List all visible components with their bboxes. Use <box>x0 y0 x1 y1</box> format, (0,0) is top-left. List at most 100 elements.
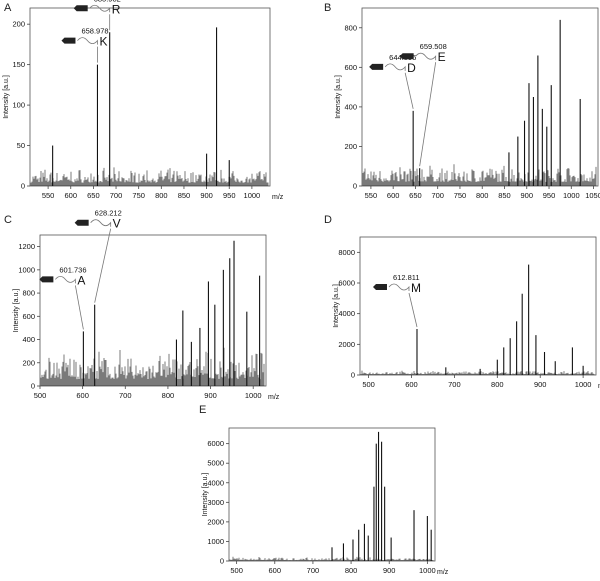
x-tick-label: 1050 <box>585 191 600 200</box>
annotation-residue: K <box>99 35 107 49</box>
peak-annotation: 685.982R <box>73 0 121 31</box>
panel-a: A 550 600 650 700 750 800 850 900 950 1000 m/z 0 50 1… <box>0 0 284 210</box>
x-axis-label: m/z <box>272 194 284 201</box>
y-tick-label: 2000 <box>207 517 224 526</box>
y-tick-label: 8000 <box>338 248 355 257</box>
y-axis-label: Intensity [a.u.] <box>13 289 20 333</box>
y-axis-label: Intensity [a.u.] <box>335 75 342 119</box>
peptide-chain-icon <box>55 276 76 284</box>
noise-baseline <box>40 347 265 386</box>
x-tick-label: 700 <box>431 191 444 200</box>
annotation-mz: 658.978 <box>81 27 108 36</box>
y-tick-label: 800 <box>22 289 35 298</box>
peptide-block-icon <box>372 284 387 290</box>
peptide-block-icon <box>61 37 76 44</box>
x-tick-label: 1000 <box>575 380 592 389</box>
x-tick-label: 800 <box>476 191 489 200</box>
y-axis-label: Intensity [a.u.] <box>202 473 209 517</box>
y-tick-label: 0 <box>21 182 25 191</box>
peptide-chain-icon <box>77 37 98 45</box>
x-tick-label: 700 <box>307 566 320 575</box>
annotation-mz: 685.982 <box>94 0 121 3</box>
y-tick-label: 200 <box>344 142 357 151</box>
y-tick-label: 1000 <box>18 265 35 274</box>
y-tick-label: 50 <box>17 141 25 150</box>
x-tick-label: 850 <box>178 191 191 200</box>
x-tick-label: 550 <box>42 191 55 200</box>
y-tick-label: 800 <box>344 23 357 32</box>
y-tick-label: 1000 <box>207 537 224 546</box>
y-tick-label: 0 <box>31 382 35 391</box>
y-tick-label: 6000 <box>338 279 355 288</box>
y-tick-label: 5000 <box>207 459 224 468</box>
annotation-residue: M <box>411 281 421 295</box>
panel-e: E 500 600 700 800 900 1000 m/z 0 1000 2000 3000 400… <box>195 400 455 581</box>
annotation-mz: 601.736 <box>59 265 86 274</box>
y-tick-label: 200 <box>22 358 35 367</box>
panel-label: C <box>4 214 12 226</box>
panel-c: C 500 600 700 800 900 1000 m/z 0 200 400 600 800 100… <box>0 209 280 410</box>
annotation-residue: E <box>438 50 446 64</box>
panel-b: B 55060065070075080085090095010001050m/z… <box>320 0 600 210</box>
annotation-residue: A <box>77 273 85 287</box>
y-tick-label: 400 <box>22 335 35 344</box>
peptide-block-icon <box>73 5 88 12</box>
panel-label: B <box>324 2 332 14</box>
x-tick-label: 500 <box>362 380 375 389</box>
x-tick-label: 850 <box>498 191 511 200</box>
x-tick-label: 900 <box>534 380 547 389</box>
y-tick-label: 0 <box>351 371 355 380</box>
annotation-mz: 659.508 <box>420 42 447 51</box>
peptide-chain-icon <box>415 52 437 61</box>
x-tick-label: 650 <box>87 191 100 200</box>
annotation-leader <box>419 62 437 167</box>
peptide-block-icon <box>39 276 54 283</box>
x-tick-label: 700 <box>448 380 461 389</box>
panel-d: D 500 600 700 800 900 1000 m/z 0 2000 4000 6000 800… <box>320 210 600 410</box>
spectrum-chart-e: 500 600 700 800 900 1000 m/z010002000300040005… <box>202 427 449 576</box>
y-tick-label: 400 <box>344 102 357 111</box>
annotation-mz: 612.811 <box>393 273 420 282</box>
x-tick-label: 900 <box>520 191 533 200</box>
annotation-leader <box>404 72 414 109</box>
annotation-leader <box>408 292 418 328</box>
x-tick-label: 750 <box>132 191 145 200</box>
noise-baseline <box>360 370 595 375</box>
x-tick-label: 700 <box>110 191 123 200</box>
y-tick-label: 3000 <box>207 498 224 507</box>
y-axis-label: Intensity [a.u.] <box>3 75 10 119</box>
peak-annotation: 644.896D <box>369 53 416 109</box>
peptide-block-icon <box>369 63 384 70</box>
y-tick-label: 1200 <box>18 242 35 251</box>
x-tick-label: 600 <box>76 391 89 400</box>
noise-baseline <box>229 556 434 561</box>
y-tick-label: 4000 <box>338 309 355 318</box>
spectrum-chart-c: 500 600 700 800 900 1000 m/z 0 200 400 600 800 1000 1… <box>13 209 280 401</box>
x-axis-label: m/z <box>437 569 449 576</box>
x-tick-label: 1000 <box>419 566 436 575</box>
plot-frame <box>228 427 436 562</box>
x-tick-label: 800 <box>491 380 504 389</box>
annotation-residue: V <box>113 217 121 231</box>
annotation-mz: 628.212 <box>95 209 122 218</box>
panel-label: E <box>199 404 207 416</box>
y-tick-label: 100 <box>12 101 25 110</box>
peptide-chain-icon <box>90 219 112 227</box>
x-tick-label: 950 <box>543 191 556 200</box>
annotation-residue: D <box>407 61 416 75</box>
y-tick-label: 600 <box>22 312 35 321</box>
panel-label: A <box>4 2 12 14</box>
x-tick-label: 800 <box>162 391 175 400</box>
x-tick-label: 600 <box>269 566 282 575</box>
peptide-block-icon <box>399 53 414 60</box>
x-tick-label: 900 <box>204 391 217 400</box>
plot-frame <box>29 7 271 187</box>
y-tick-label: 6000 <box>207 439 224 448</box>
panel-label: D <box>324 214 332 226</box>
peptide-block-icon <box>74 219 89 226</box>
noise-baseline <box>30 167 269 186</box>
